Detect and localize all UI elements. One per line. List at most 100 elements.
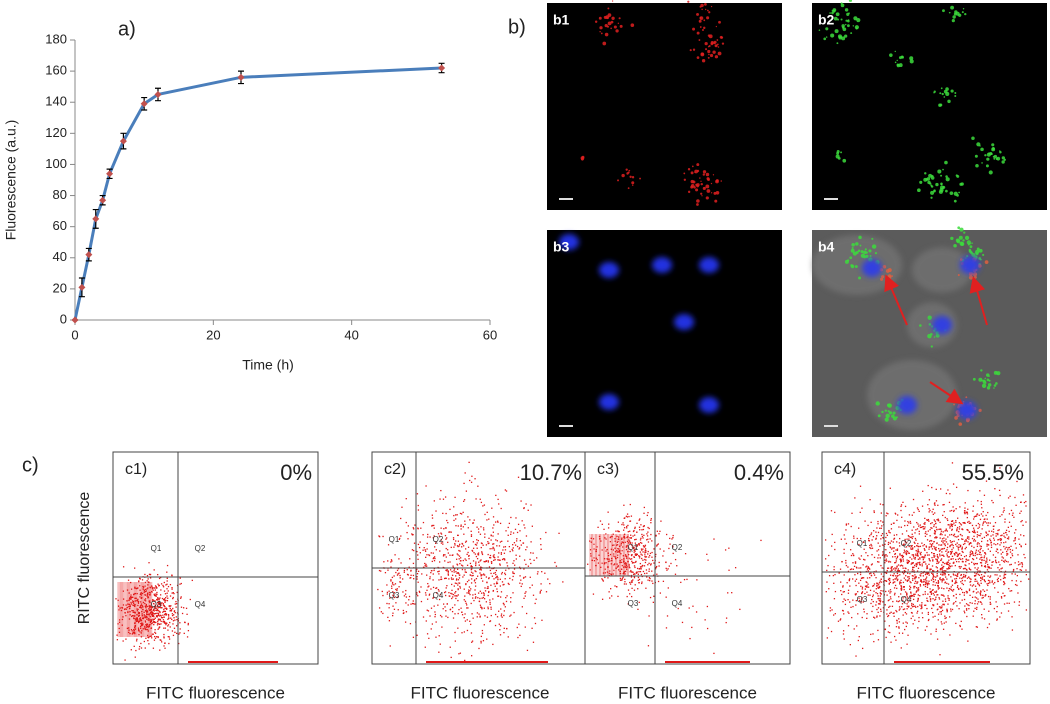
event-dot <box>964 605 965 606</box>
event-dot <box>497 591 498 592</box>
event-dot <box>475 498 476 499</box>
event-dot <box>895 640 896 641</box>
event-dot <box>397 588 398 589</box>
event-dot <box>643 513 644 514</box>
event-dot <box>506 601 507 602</box>
event-dot <box>141 598 142 599</box>
event-dot <box>508 636 509 637</box>
event-dot <box>910 608 911 609</box>
event-dot <box>952 590 953 591</box>
event-dot <box>642 549 643 550</box>
event-dot <box>974 564 975 565</box>
event-dot <box>917 562 918 563</box>
cell-signal <box>602 42 606 46</box>
event-dot <box>139 596 140 597</box>
cell-signal <box>693 49 695 51</box>
event-dot <box>467 619 468 620</box>
event-dot <box>135 626 136 627</box>
event-dot <box>1001 596 1002 597</box>
event-dot <box>955 575 956 576</box>
event-dot <box>834 598 835 599</box>
event-dot <box>455 583 456 584</box>
event-dot <box>640 568 641 569</box>
event-dot <box>170 617 171 618</box>
event-dot <box>638 574 639 575</box>
event-dot <box>554 562 555 563</box>
event-dot <box>920 564 921 565</box>
event-dot <box>887 535 888 536</box>
event-dot <box>461 513 462 514</box>
event-dot <box>144 603 145 604</box>
event-dot <box>976 557 977 558</box>
event-dot <box>825 558 826 559</box>
event-dot <box>635 527 636 528</box>
event-dot <box>886 613 887 614</box>
quadrant-label: Q1 <box>628 543 639 552</box>
event-dot <box>143 614 144 615</box>
cell-signal <box>958 422 962 426</box>
event-dot <box>425 549 426 550</box>
event-dot <box>153 648 154 649</box>
cell-signal <box>701 195 702 196</box>
event-dot <box>926 519 927 520</box>
event-dot <box>983 511 984 512</box>
event-dot <box>911 537 912 538</box>
event-dot <box>1025 505 1026 506</box>
event-dot <box>977 546 978 547</box>
event-dot <box>642 560 643 561</box>
event-dot <box>889 625 890 626</box>
event-dot <box>891 569 892 570</box>
event-dot <box>914 606 915 607</box>
event-dot <box>156 610 157 611</box>
event-dot <box>498 611 499 612</box>
event-dot <box>506 628 507 629</box>
event-dot <box>442 513 443 514</box>
event-dot <box>942 515 943 516</box>
event-dot <box>978 523 979 524</box>
event-dot <box>468 462 469 463</box>
event-dot <box>1002 556 1003 557</box>
event-dot <box>986 545 987 546</box>
event-dot <box>545 532 546 533</box>
event-dot <box>382 595 383 596</box>
event-dot <box>903 573 904 574</box>
event-dot <box>455 540 456 541</box>
event-dot <box>976 550 977 551</box>
event-dot <box>869 535 870 536</box>
event-dot <box>521 586 522 587</box>
cell-signal <box>612 0 613 1</box>
event-dot <box>941 588 942 589</box>
event-dot <box>977 542 978 543</box>
event-dot <box>506 595 507 596</box>
event-dot <box>842 585 843 586</box>
event-dot <box>159 619 160 620</box>
event-dot <box>627 596 628 597</box>
event-dot <box>940 533 941 534</box>
event-dot <box>939 555 940 556</box>
event-dot <box>917 554 918 555</box>
event-dot <box>480 641 481 642</box>
event-dot <box>434 616 435 617</box>
event-dot <box>922 612 923 613</box>
cell-signal <box>716 39 718 41</box>
cell-signal <box>615 29 618 32</box>
cell-signal <box>697 56 700 59</box>
event-dot <box>180 628 181 629</box>
event-dot <box>490 570 491 571</box>
event-dot <box>925 582 926 583</box>
event-dot <box>950 542 951 543</box>
event-dot <box>971 553 972 554</box>
event-dot <box>455 591 456 592</box>
event-dot <box>640 539 641 540</box>
event-dot <box>934 594 935 595</box>
event-dot <box>890 488 891 489</box>
event-dot <box>893 613 894 614</box>
event-dot <box>984 555 985 556</box>
event-dot <box>517 532 518 533</box>
event-dot <box>495 577 496 578</box>
event-dot <box>938 583 939 584</box>
nucleus <box>957 401 977 419</box>
cell-signal <box>970 245 973 248</box>
event-dot <box>454 497 455 498</box>
event-dot <box>485 590 486 591</box>
